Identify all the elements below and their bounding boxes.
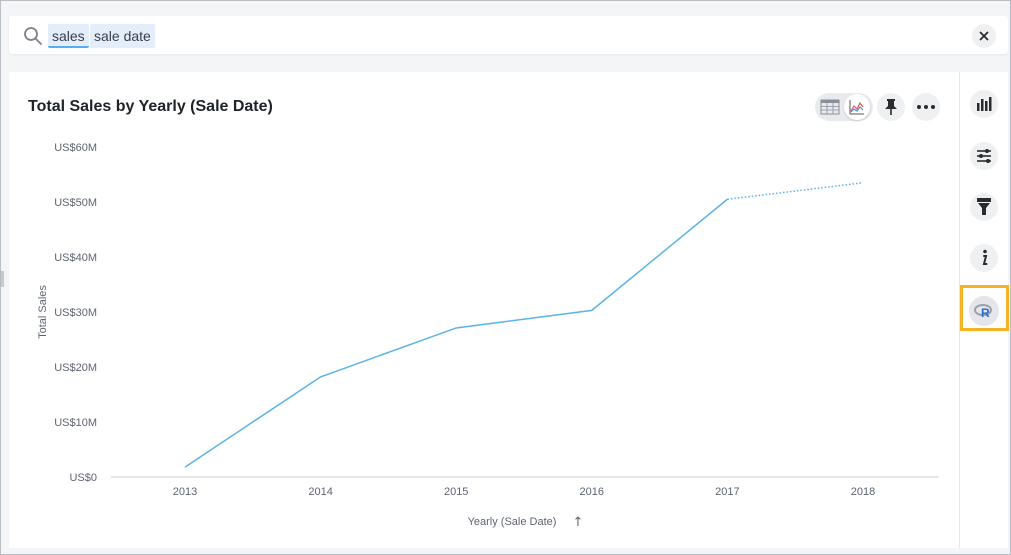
- y-tick-label: US$40M: [54, 252, 97, 264]
- chart-view-button[interactable]: [844, 94, 870, 120]
- r-analysis-icon: R: [974, 304, 992, 319]
- view-toggle[interactable]: [815, 93, 873, 121]
- x-tick-label: 2017: [715, 486, 739, 498]
- more-icon: [917, 105, 935, 109]
- x-tick-label: 2013: [173, 486, 197, 498]
- y-tick-label: US$30M: [54, 307, 97, 319]
- y-tick-label: US$60M: [54, 142, 97, 154]
- y-tick-label: US$0: [69, 472, 97, 484]
- y-tick-label: US$10M: [54, 417, 97, 429]
- chart-config-icon: [977, 97, 992, 111]
- table-view-icon[interactable]: [819, 96, 841, 118]
- sort-arrow-icon: ↑: [573, 515, 584, 530]
- filter-button[interactable]: [970, 193, 998, 221]
- more-options-button[interactable]: [912, 93, 940, 121]
- highlight-box: [960, 285, 1009, 331]
- series-line: [184, 198, 728, 468]
- search-icon: [24, 27, 42, 45]
- search-token-sale-date[interactable]: sale date: [90, 24, 155, 48]
- close-icon: [979, 31, 989, 41]
- svg-text:R: R: [981, 306, 990, 319]
- clear-search-button[interactable]: [972, 24, 996, 48]
- series-line-projected: [727, 182, 864, 200]
- resize-grip[interactable]: [1, 271, 4, 287]
- right-sidebar: R: [959, 72, 1009, 548]
- search-bar[interactable]: sales sale date: [9, 16, 1008, 54]
- x-tick-label: 2016: [580, 486, 604, 498]
- x-tick-label: 2018: [851, 486, 875, 498]
- chart-config-button[interactable]: [970, 90, 998, 118]
- chart-view-icon: [849, 100, 864, 115]
- x-axis-title: Yearly (Sale Date): [468, 516, 557, 528]
- search-token-sales[interactable]: sales: [48, 24, 89, 48]
- y-tick-label: US$20M: [54, 362, 97, 374]
- pin-button[interactable]: [877, 93, 905, 121]
- settings-sliders-icon: [977, 149, 991, 163]
- x-tick-label: 2014: [308, 486, 332, 498]
- settings-button[interactable]: [970, 142, 998, 170]
- y-tick-label: US$50M: [54, 197, 97, 209]
- info-icon: [982, 249, 988, 265]
- y-axis-title: Total Sales: [37, 285, 49, 339]
- info-button[interactable]: [970, 244, 998, 272]
- line-chart: US$0 US$10M US$20M US$30M US$40M US$50M US$60M…: [37, 142, 939, 530]
- pin-icon: [885, 99, 897, 115]
- x-tick-label: 2015: [444, 486, 468, 498]
- filter-icon: [977, 198, 991, 215]
- r-analysis-button[interactable]: R: [969, 296, 999, 326]
- chart-panel: Total Sales by Yearly (Sale Date): [9, 72, 959, 548]
- chart-title: Total Sales by Yearly (Sale Date): [28, 98, 273, 115]
